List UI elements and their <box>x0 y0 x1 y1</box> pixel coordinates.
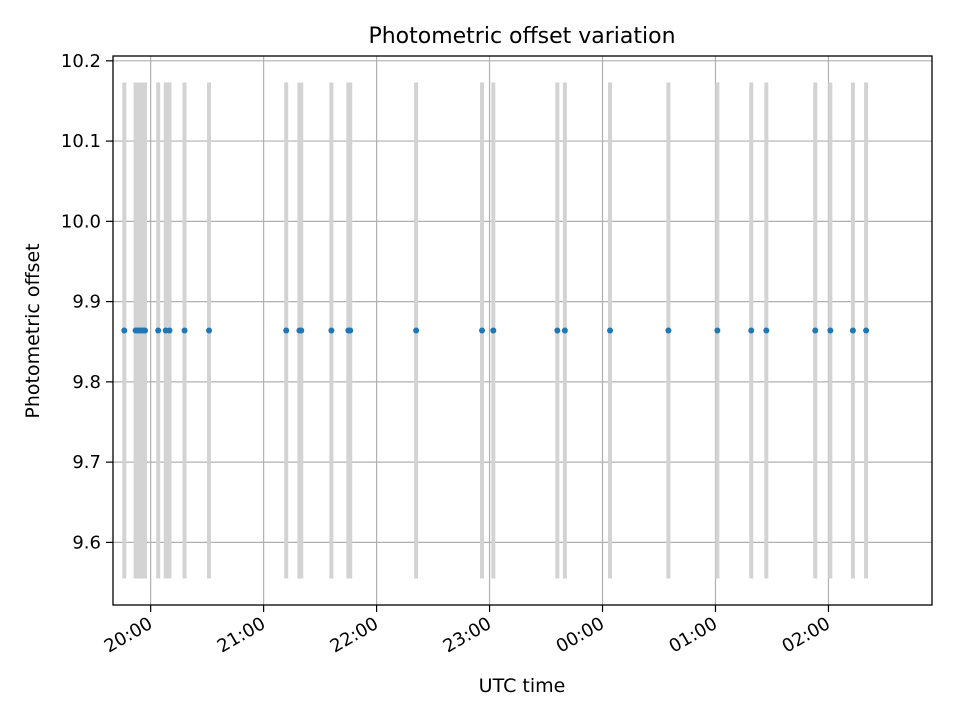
data-point <box>155 327 162 334</box>
data-point <box>413 327 420 334</box>
data-point <box>849 327 856 334</box>
y-tick-label: 9.8 <box>72 372 101 393</box>
data-points <box>121 327 870 334</box>
y-tick-label: 10.2 <box>61 51 101 72</box>
y-axis-label: Photometric offset <box>22 243 44 418</box>
data-point <box>298 327 305 334</box>
data-point <box>328 327 335 334</box>
chart-title: Photometric offset variation <box>368 24 675 49</box>
data-point <box>181 327 188 334</box>
data-point <box>166 327 173 334</box>
grid <box>113 56 932 605</box>
plot-frame <box>112 55 933 606</box>
data-point <box>561 327 568 334</box>
x-axis-label: UTC time <box>479 675 566 697</box>
data-point <box>121 327 128 334</box>
data-point <box>347 327 354 334</box>
y-tick-label: 9.6 <box>72 532 101 553</box>
y-tick-label: 10.1 <box>61 131 101 152</box>
data-point <box>665 327 672 334</box>
data-point <box>206 327 213 334</box>
data-point <box>607 327 614 334</box>
data-point <box>827 327 834 334</box>
data-point <box>863 327 870 334</box>
data-point <box>142 327 149 334</box>
data-point <box>479 327 486 334</box>
data-point <box>490 327 497 334</box>
y-axis-ticks: 9.6 9.7 9.8 9.9 10.0 10.1 10.2 <box>61 51 113 553</box>
data-point <box>283 327 290 334</box>
data-point <box>763 327 770 334</box>
y-tick-label: 9.7 <box>72 452 101 473</box>
y-tick-label: 10.0 <box>61 211 101 232</box>
data-point <box>812 327 819 334</box>
y-tick-label: 9.9 <box>72 292 101 313</box>
data-point <box>748 327 755 334</box>
data-point <box>714 327 721 334</box>
data-point <box>554 327 561 334</box>
